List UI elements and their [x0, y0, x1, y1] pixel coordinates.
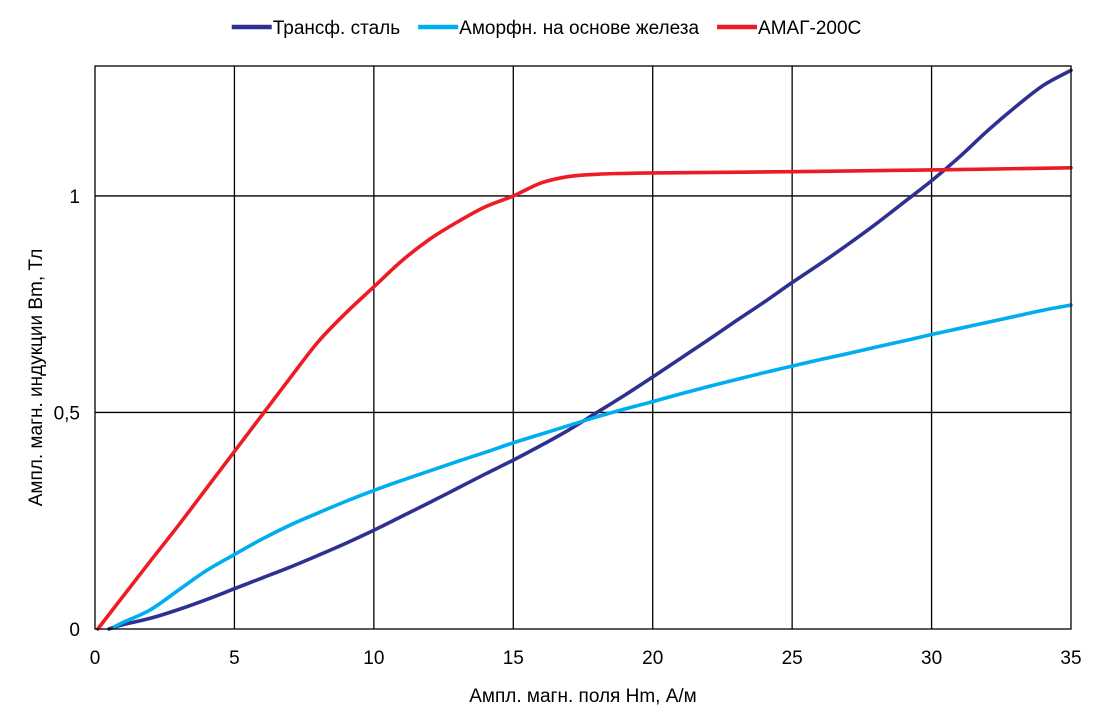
- series-layer: [95, 68, 1073, 631]
- x-tick-label: 25: [782, 648, 803, 669]
- legend-item: АМАГ-200С: [717, 18, 861, 39]
- y-tick-labels: 00,51: [54, 187, 80, 641]
- x-axis-title: Ампл. магн. поля Hm, А/м: [469, 686, 697, 707]
- legend-item: Трансф. сталь: [231, 18, 400, 39]
- legend: Трансф. сталь Аморфн. на основе железа АМА…: [231, 18, 861, 39]
- legend-item: Аморфн. на основе железа: [418, 18, 699, 39]
- legend-label: Аморфн. на основе железа: [459, 18, 699, 39]
- y-tick-label: 0: [69, 620, 80, 641]
- y-axis-title: Ампл. магн. индукции Bm, Тл: [26, 249, 47, 507]
- series-line-2: [112, 303, 1073, 629]
- grid: [95, 66, 1071, 629]
- x-tick-label: 30: [921, 648, 942, 669]
- y-tick-label: 0,5: [54, 403, 80, 424]
- series-line-3: [95, 165, 1073, 631]
- y-tick-label: 1: [69, 187, 80, 208]
- x-tick-label: 0: [90, 648, 101, 669]
- x-tick-label: 20: [642, 648, 663, 669]
- x-tick-labels: 0 5 10 15 20 25 30 35: [90, 648, 1082, 669]
- x-tick-label: 35: [1060, 648, 1081, 669]
- x-tick-label: 15: [503, 648, 524, 669]
- x-tick-label: 10: [363, 648, 384, 669]
- legend-label: Трансф. сталь: [273, 18, 400, 39]
- legend-label: АМАГ-200С: [758, 18, 861, 39]
- x-tick-label: 5: [229, 648, 240, 669]
- plot-frame: [94, 65, 1072, 630]
